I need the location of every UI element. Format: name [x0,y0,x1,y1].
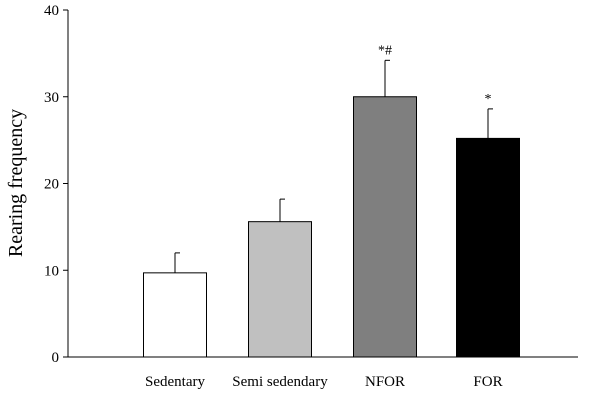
category-label-1: Semi sedendary [232,374,328,390]
significance-mark-2: *# [378,43,392,58]
y-tick-label-0: 0 [52,350,60,366]
category-label-3: FOR [473,374,502,390]
bar-1 [248,221,312,358]
y-tick-label-2: 20 [44,177,59,193]
bar-0 [143,272,207,358]
y-tick-label-1: 10 [44,263,59,279]
y-tick-label-3: 30 [44,90,59,106]
y-axis-title: Rearing frequency [5,109,27,257]
bar-2 [353,96,417,358]
bars [143,59,520,358]
bar-3 [456,137,520,358]
labels: 0 10 20 30 40 Sedentary Semi sedendary *# NFOR * F… [44,3,503,390]
category-label-2: NFOR [365,374,405,390]
category-label-0: Sedentary [145,374,205,390]
y-tick-label-4: 40 [44,3,59,19]
significance-mark-3: * [485,92,492,107]
